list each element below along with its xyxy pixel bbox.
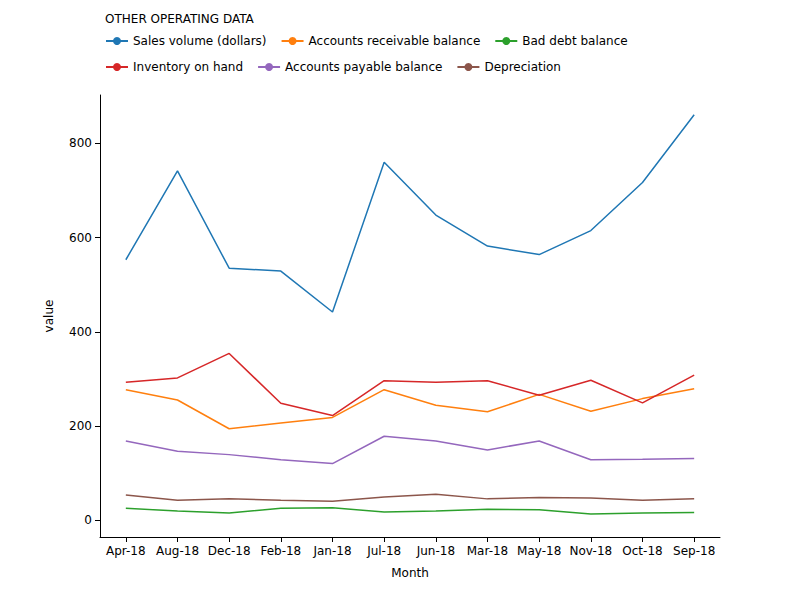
svg-text:Apr-18: Apr-18 [106, 544, 146, 558]
svg-text:200: 200 [69, 419, 92, 433]
svg-text:Mar-18: Mar-18 [467, 544, 508, 558]
svg-text:Nov-18: Nov-18 [569, 544, 612, 558]
svg-text:Month: Month [391, 566, 429, 580]
svg-text:OTHER OPERATING DATA: OTHER OPERATING DATA [105, 12, 255, 26]
svg-text:Accounts receivable balance: Accounts receivable balance [309, 34, 481, 48]
svg-text:May-18: May-18 [517, 544, 561, 558]
svg-text:600: 600 [69, 231, 92, 245]
svg-text:Inventory on hand: Inventory on hand [133, 60, 243, 74]
svg-text:Dec-18: Dec-18 [208, 544, 251, 558]
svg-text:Jun-18: Jun-18 [416, 544, 455, 558]
svg-text:Bad debt balance: Bad debt balance [522, 34, 627, 48]
svg-text:Sales volume (dollars): Sales volume (dollars) [133, 34, 267, 48]
svg-text:Oct-18: Oct-18 [622, 544, 662, 558]
svg-text:Accounts payable balance: Accounts payable balance [285, 60, 442, 74]
svg-text:Jul-18: Jul-18 [366, 544, 401, 558]
svg-text:Aug-18: Aug-18 [156, 544, 199, 558]
svg-text:Feb-18: Feb-18 [260, 544, 301, 558]
svg-text:800: 800 [69, 136, 92, 150]
svg-text:value: value [42, 300, 56, 333]
svg-text:Jan-18: Jan-18 [312, 544, 351, 558]
svg-text:0: 0 [84, 513, 92, 527]
svg-text:Depreciation: Depreciation [484, 60, 561, 74]
svg-text:400: 400 [69, 325, 92, 339]
svg-text:Sep-18: Sep-18 [673, 544, 715, 558]
